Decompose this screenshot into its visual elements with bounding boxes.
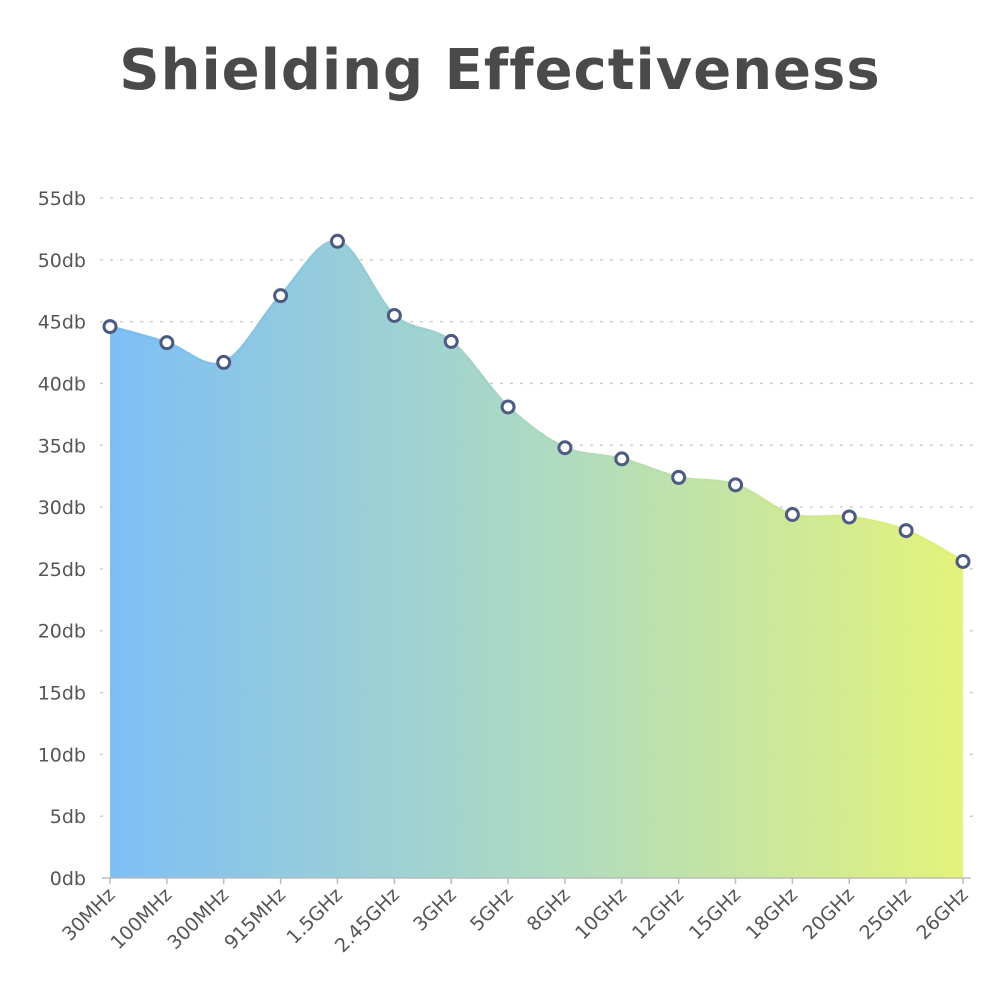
x-tick-label: 25GHz [855, 884, 915, 944]
x-tick-label: 15GHz [685, 884, 745, 944]
y-tick-label: 0db [50, 868, 86, 890]
x-tick-label: 100MHz [106, 884, 176, 954]
y-tick-label: 30db [38, 497, 86, 519]
x-tick-label: 8GHz [523, 884, 575, 936]
y-tick-label: 25db [38, 559, 86, 581]
x-tick-label: 300MHz [163, 884, 233, 954]
data-point [898, 523, 914, 539]
data-point [614, 451, 630, 467]
data-point [841, 509, 857, 525]
data-point [671, 469, 687, 485]
y-tick-label: 20db [38, 621, 86, 643]
x-tick-label: 915MHz [220, 884, 290, 954]
x-tick-label: 20GHz [799, 884, 859, 944]
data-point [443, 333, 459, 349]
data-point [500, 399, 516, 415]
area-fill [110, 241, 963, 878]
data-point [273, 288, 289, 304]
y-tick-label: 15db [38, 683, 86, 705]
data-point [784, 507, 800, 523]
data-point [216, 354, 232, 370]
y-tick-label: 45db [38, 312, 86, 334]
x-tick-label: 3GHz [409, 884, 461, 936]
data-point [728, 477, 744, 493]
data-point [557, 440, 573, 456]
y-tick-label: 35db [38, 435, 86, 457]
y-tick-label: 10db [38, 744, 86, 766]
data-point [955, 553, 971, 569]
data-point [102, 319, 118, 335]
data-point [159, 335, 175, 351]
x-tick-label: 18GHz [742, 884, 802, 944]
data-point [329, 233, 345, 249]
x-tick-label: 5GHz [466, 884, 518, 936]
y-tick-label: 5db [50, 806, 86, 828]
data-point [386, 307, 402, 323]
x-tick-label: 12GHz [628, 884, 688, 944]
chart-title: Shielding Effectiveness [119, 38, 881, 103]
y-tick-label: 50db [38, 250, 86, 272]
x-tick-label: 10GHz [571, 884, 631, 944]
x-tick-label: 26GHz [912, 884, 972, 944]
y-tick-label: 55db [38, 188, 86, 210]
y-tick-label: 40db [38, 373, 86, 395]
